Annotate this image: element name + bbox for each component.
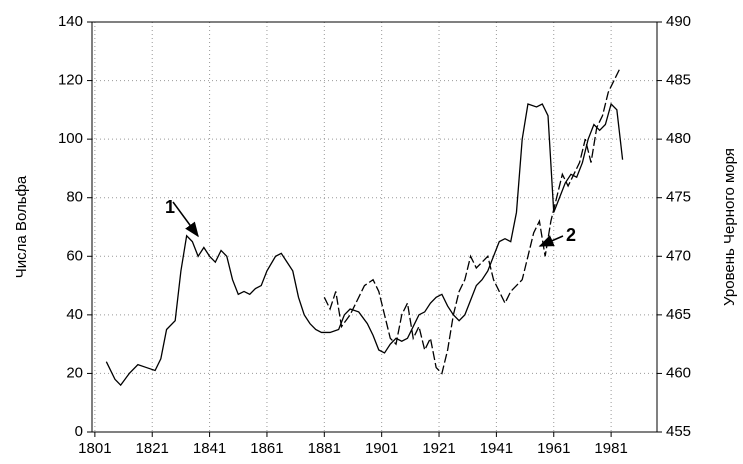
x-tick-label: 1861 — [250, 440, 283, 457]
y2-tick-label: 485 — [666, 72, 691, 89]
y-axis-label: Числа Вольфа — [13, 175, 30, 278]
y-tick-label: 100 — [58, 130, 83, 147]
annotation: 2 — [566, 225, 576, 245]
annotation: 1 — [165, 197, 175, 217]
series-line — [105, 102, 624, 387]
x-tick-label: 1921 — [422, 440, 455, 457]
y-tick-label: 80 — [66, 189, 83, 206]
y2-tick-label: 470 — [666, 247, 691, 264]
y-tick-label: 0 — [75, 423, 83, 440]
y-tick-label: 120 — [58, 72, 83, 89]
x-tick-label: 1941 — [480, 440, 513, 457]
plot-frame — [91, 21, 658, 433]
y-tick-label: 20 — [66, 364, 83, 381]
y2-axis-label: Уровень Черного моря — [721, 148, 738, 306]
y2-tick-label: 455 — [666, 423, 691, 440]
x-tick-label: 1821 — [136, 440, 169, 457]
y2-tick-label: 460 — [666, 364, 691, 381]
x-tick-label: 1961 — [537, 440, 570, 457]
y-tick-label: 40 — [66, 306, 83, 323]
y2-tick-label: 480 — [666, 130, 691, 147]
y2-tick-label: 490 — [666, 13, 691, 30]
annotation-arrow — [172, 201, 199, 238]
x-tick-label: 1981 — [594, 440, 627, 457]
x-tick-label: 1841 — [193, 440, 226, 457]
x-tick-label: 1901 — [365, 440, 398, 457]
series-line — [323, 68, 621, 375]
y2-tick-label: 475 — [666, 189, 691, 206]
x-tick-label: 1881 — [308, 440, 341, 457]
y-tick-label: 140 — [58, 13, 83, 30]
y-tick-label: 60 — [66, 247, 83, 264]
x-tick-label: 1801 — [78, 440, 111, 457]
y2-tick-label: 465 — [666, 306, 691, 323]
